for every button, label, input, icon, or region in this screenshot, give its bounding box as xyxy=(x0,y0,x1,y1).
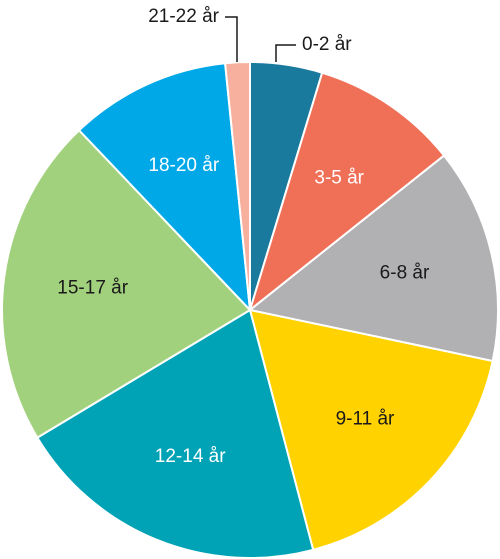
slice-label-6-8-r: 6-8 år xyxy=(380,262,430,283)
slice-18-20-r xyxy=(77,62,252,313)
slice-labels: 0-2 år 3-5 år 6-8 år 9-11 år 12-14 år 15-17 å… xyxy=(57,6,430,467)
leader-line-21-22-r xyxy=(225,16,238,62)
slice-label-21-22-r: 21-22 år xyxy=(148,6,219,27)
slice-15-17-r xyxy=(1,128,252,439)
slice-label-0-2-r: 0-2 år xyxy=(302,34,352,55)
slice-label-9-11-r: 9-11 år xyxy=(336,408,395,429)
leader-lines xyxy=(225,16,296,62)
slice-9-11-r xyxy=(248,308,494,552)
slice-label-15-17-r: 15-17 år xyxy=(57,278,128,299)
slice-label-3-5-r: 3-5 år xyxy=(314,168,364,189)
slice-3-5-r xyxy=(248,71,446,313)
slice-6-8-r xyxy=(247,154,499,363)
leader-line-0-2-r xyxy=(275,44,296,62)
slice-label-12-14-r: 12-14 år xyxy=(155,446,226,467)
slice-label-18-20-r: 18-20 år xyxy=(148,155,219,176)
slice-12-14-r xyxy=(35,308,315,559)
slice-21-22-r xyxy=(224,60,251,311)
pie-slices xyxy=(1,60,499,559)
